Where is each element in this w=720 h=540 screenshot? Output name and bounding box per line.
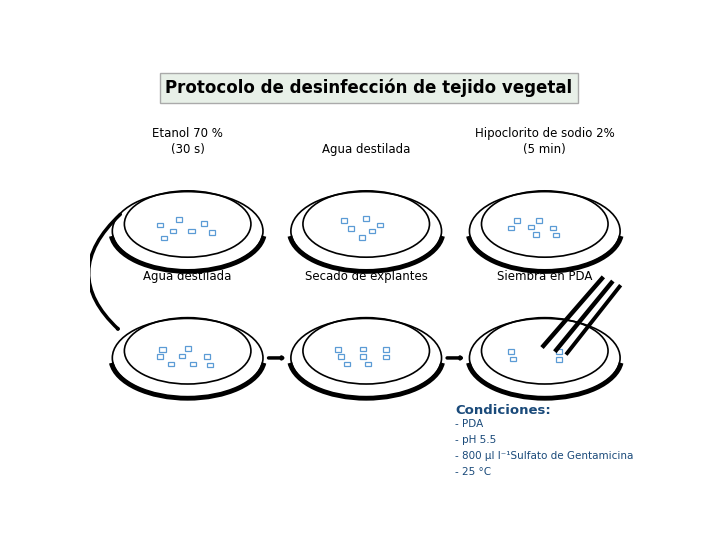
Text: - pH 5.5: - pH 5.5: [456, 435, 497, 445]
Text: Agua destilada: Agua destilada: [143, 270, 232, 283]
Bar: [348, 226, 354, 231]
Bar: [202, 221, 207, 226]
Bar: [528, 225, 534, 230]
Bar: [363, 217, 369, 221]
Bar: [508, 226, 514, 230]
Bar: [360, 354, 366, 359]
Bar: [556, 357, 562, 362]
Bar: [382, 355, 389, 360]
Bar: [510, 357, 516, 361]
Bar: [341, 218, 347, 222]
Bar: [536, 219, 542, 223]
Bar: [550, 226, 557, 231]
Bar: [360, 347, 366, 352]
Bar: [204, 354, 210, 359]
Text: Condiciones:: Condiciones:: [456, 404, 552, 417]
Bar: [365, 362, 371, 367]
Bar: [343, 362, 350, 367]
Bar: [189, 229, 194, 233]
Bar: [377, 222, 383, 227]
Bar: [168, 362, 174, 367]
Bar: [207, 363, 213, 367]
Bar: [157, 222, 163, 227]
Bar: [336, 347, 341, 352]
Text: - PDA: - PDA: [456, 420, 484, 429]
Bar: [553, 233, 559, 237]
Bar: [338, 354, 344, 359]
Bar: [159, 347, 166, 352]
Bar: [169, 229, 176, 233]
Bar: [209, 230, 215, 235]
FancyArrowPatch shape: [89, 214, 120, 329]
Bar: [534, 232, 539, 237]
Bar: [190, 362, 197, 367]
Text: - 25 °C: - 25 °C: [456, 467, 492, 477]
Bar: [176, 217, 182, 222]
Text: Siembra en PDA: Siembra en PDA: [497, 270, 593, 283]
Text: Agua destilada: Agua destilada: [322, 143, 410, 156]
Text: Etanol 70 %
(30 s): Etanol 70 % (30 s): [152, 127, 223, 156]
Text: Secado de explantes: Secado de explantes: [305, 270, 428, 283]
Text: - 800 μl l⁻¹Sulfato de Gentamicina: - 800 μl l⁻¹Sulfato de Gentamicina: [456, 451, 634, 461]
Text: Hipoclorito de sodio 2%
(5 min): Hipoclorito de sodio 2% (5 min): [475, 127, 615, 156]
Bar: [514, 218, 520, 222]
Bar: [161, 236, 167, 240]
Bar: [369, 229, 375, 233]
Bar: [157, 354, 163, 359]
Bar: [382, 347, 389, 352]
Text: Protocolo de desinfección de tejido vegetal: Protocolo de desinfección de tejido vege…: [166, 78, 572, 97]
Bar: [179, 354, 185, 358]
Bar: [359, 235, 365, 240]
Bar: [508, 349, 514, 354]
Bar: [556, 349, 562, 354]
Bar: [184, 346, 191, 350]
